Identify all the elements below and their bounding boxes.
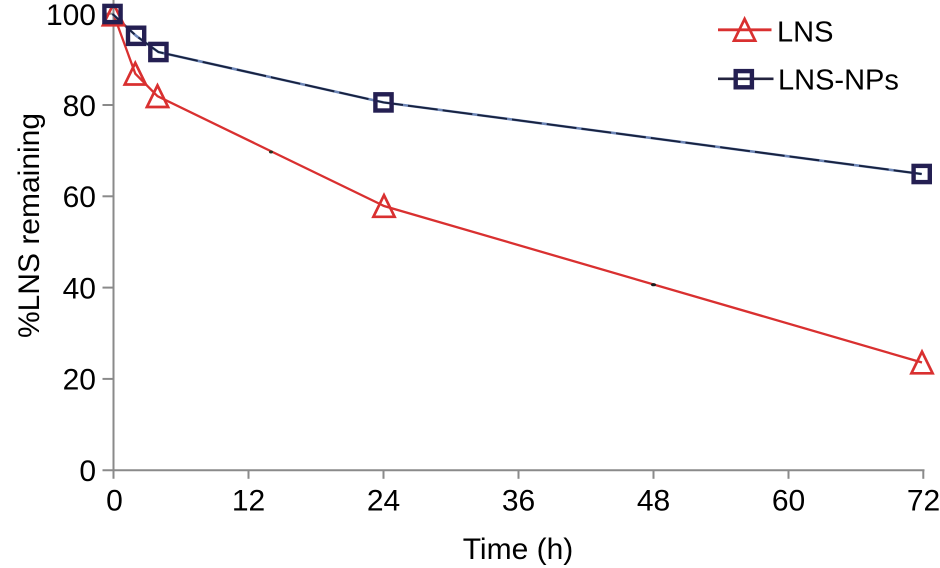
svg-text:60: 60 xyxy=(63,181,96,214)
svg-text:%LNS remaining: %LNS remaining xyxy=(13,113,46,338)
svg-text:20: 20 xyxy=(63,364,96,397)
svg-text:72: 72 xyxy=(907,485,940,518)
svg-text:0: 0 xyxy=(79,455,96,488)
svg-text:LNS: LNS xyxy=(777,16,833,48)
svg-text:80: 80 xyxy=(63,90,96,123)
svg-text:0: 0 xyxy=(106,485,123,518)
svg-text:40: 40 xyxy=(63,272,96,305)
svg-text:100: 100 xyxy=(46,0,96,32)
svg-text:24: 24 xyxy=(367,485,400,518)
svg-text:48: 48 xyxy=(637,485,670,518)
svg-text:Time (h): Time (h) xyxy=(463,533,574,566)
svg-text:LNS-NPs: LNS-NPs xyxy=(778,64,899,96)
svg-text:60: 60 xyxy=(772,485,805,518)
svg-text:36: 36 xyxy=(502,485,535,518)
svg-text:12: 12 xyxy=(232,485,265,518)
